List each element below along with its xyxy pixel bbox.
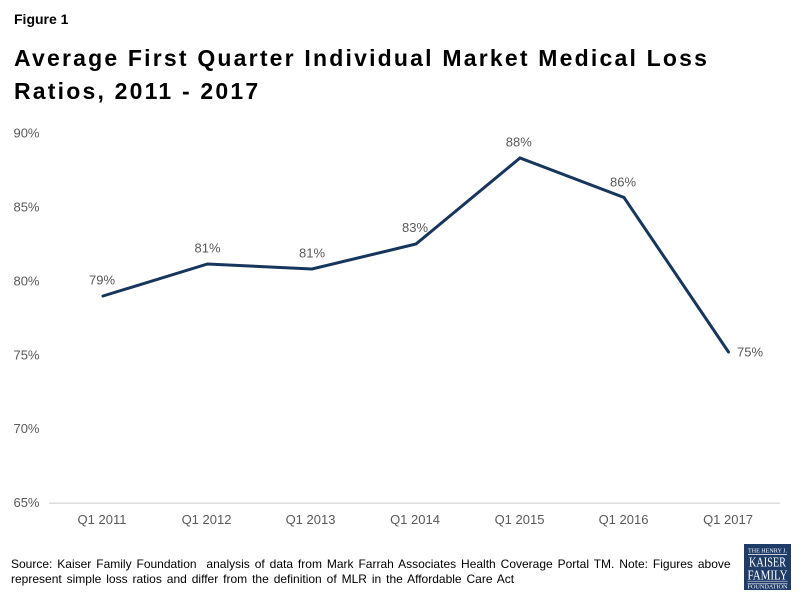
svg-text:81%: 81%: [299, 246, 325, 261]
svg-text:90%: 90%: [13, 126, 39, 141]
svg-text:88%: 88%: [506, 135, 532, 150]
svg-text:THE HENRY J.: THE HENRY J.: [748, 549, 787, 555]
svg-text:Q1 2014: Q1 2014: [390, 512, 440, 527]
svg-text:83%: 83%: [402, 220, 428, 235]
svg-text:65%: 65%: [13, 495, 39, 510]
svg-text:81%: 81%: [194, 241, 220, 256]
svg-text:Q1 2012: Q1 2012: [182, 512, 232, 527]
svg-text:Q1 2015: Q1 2015: [495, 512, 545, 527]
svg-text:FOUNDATION: FOUNDATION: [748, 584, 788, 590]
svg-text:Q1 2013: Q1 2013: [286, 512, 336, 527]
svg-text:80%: 80%: [13, 273, 39, 288]
svg-text:86%: 86%: [610, 175, 636, 190]
svg-text:70%: 70%: [13, 421, 39, 436]
svg-text:Q1 2016: Q1 2016: [599, 512, 649, 527]
svg-text:85%: 85%: [13, 199, 39, 214]
svg-text:KAISER: KAISER: [749, 555, 786, 570]
svg-text:Q1 2017: Q1 2017: [703, 512, 753, 527]
svg-text:FAMILY: FAMILY: [748, 568, 788, 583]
svg-text:Q1 2011: Q1 2011: [78, 512, 127, 527]
svg-text:79%: 79%: [89, 272, 115, 287]
svg-text:75%: 75%: [13, 347, 39, 362]
svg-text:75%: 75%: [737, 344, 763, 359]
